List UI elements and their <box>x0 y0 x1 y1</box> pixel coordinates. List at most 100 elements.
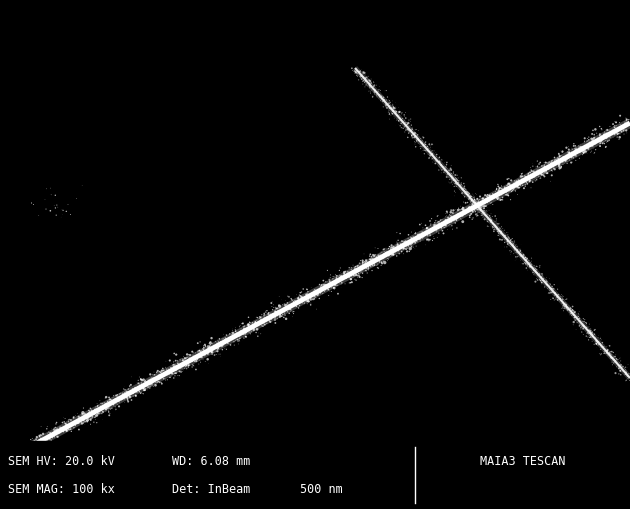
Point <box>578 319 588 327</box>
Point <box>504 241 514 249</box>
Point <box>616 367 626 375</box>
Point <box>194 349 204 357</box>
Point <box>524 170 534 178</box>
Point <box>214 340 224 348</box>
Point <box>364 79 374 87</box>
Point <box>568 310 578 319</box>
Point <box>471 202 481 210</box>
Point <box>495 230 505 238</box>
Point <box>382 254 392 263</box>
Point <box>469 197 479 206</box>
Point <box>8 454 18 462</box>
Point <box>238 328 248 336</box>
Point <box>252 320 262 328</box>
Point <box>110 395 120 403</box>
Point <box>476 205 486 213</box>
Point <box>357 273 367 281</box>
Point <box>220 335 231 344</box>
Point <box>602 350 612 358</box>
Point <box>158 372 168 380</box>
Point <box>118 390 129 399</box>
Point <box>36 440 46 448</box>
Point <box>570 313 580 321</box>
Point <box>101 407 111 415</box>
Point <box>18 444 28 453</box>
Point <box>61 425 71 433</box>
Point <box>561 295 571 303</box>
Point <box>475 206 485 214</box>
Point <box>386 245 396 253</box>
Point <box>428 223 438 232</box>
Point <box>42 438 52 446</box>
Point <box>349 271 359 279</box>
Point <box>536 273 546 281</box>
Point <box>493 180 503 188</box>
Point <box>499 235 509 243</box>
Point <box>567 309 577 317</box>
Point <box>474 205 484 213</box>
Point <box>589 326 599 334</box>
Point <box>435 218 445 226</box>
Point <box>295 302 305 310</box>
Point <box>275 312 285 320</box>
Point <box>411 126 421 134</box>
Point <box>556 152 566 160</box>
Point <box>30 439 40 447</box>
Point <box>365 258 375 266</box>
Point <box>410 230 420 238</box>
Point <box>508 238 518 246</box>
Point <box>354 262 364 270</box>
Point <box>432 156 442 164</box>
Point <box>40 195 50 204</box>
Point <box>421 224 432 233</box>
Point <box>13 451 23 459</box>
Point <box>505 238 515 246</box>
Point <box>503 240 513 248</box>
Point <box>101 405 111 413</box>
Point <box>268 310 278 318</box>
Point <box>170 369 180 377</box>
Point <box>581 325 592 333</box>
Point <box>437 166 447 174</box>
Point <box>232 329 242 337</box>
Point <box>427 148 437 156</box>
Point <box>605 349 615 357</box>
Point <box>54 427 64 435</box>
Point <box>505 180 515 188</box>
Point <box>494 232 504 240</box>
Point <box>578 150 588 158</box>
Point <box>211 341 221 349</box>
Point <box>434 218 444 226</box>
Point <box>546 286 556 294</box>
Point <box>592 338 602 346</box>
Point <box>510 177 520 185</box>
Point <box>412 231 422 239</box>
Point <box>259 312 269 320</box>
Point <box>370 82 380 90</box>
Point <box>453 208 463 216</box>
Point <box>479 211 490 219</box>
Point <box>52 430 62 438</box>
Point <box>469 202 479 210</box>
Point <box>407 123 417 131</box>
Point <box>436 223 446 232</box>
Point <box>505 179 515 187</box>
Point <box>412 136 422 144</box>
Point <box>229 330 239 338</box>
Point <box>515 246 525 254</box>
Point <box>621 377 630 385</box>
Point <box>243 320 253 328</box>
Point <box>454 177 464 185</box>
Point <box>457 186 467 194</box>
Point <box>599 133 609 142</box>
Point <box>468 208 478 216</box>
Point <box>294 304 304 312</box>
Point <box>427 150 437 158</box>
Point <box>415 237 425 245</box>
Point <box>391 104 401 112</box>
Point <box>377 248 387 256</box>
Point <box>40 434 50 442</box>
Point <box>587 137 597 145</box>
Point <box>616 130 626 138</box>
Point <box>575 315 585 323</box>
